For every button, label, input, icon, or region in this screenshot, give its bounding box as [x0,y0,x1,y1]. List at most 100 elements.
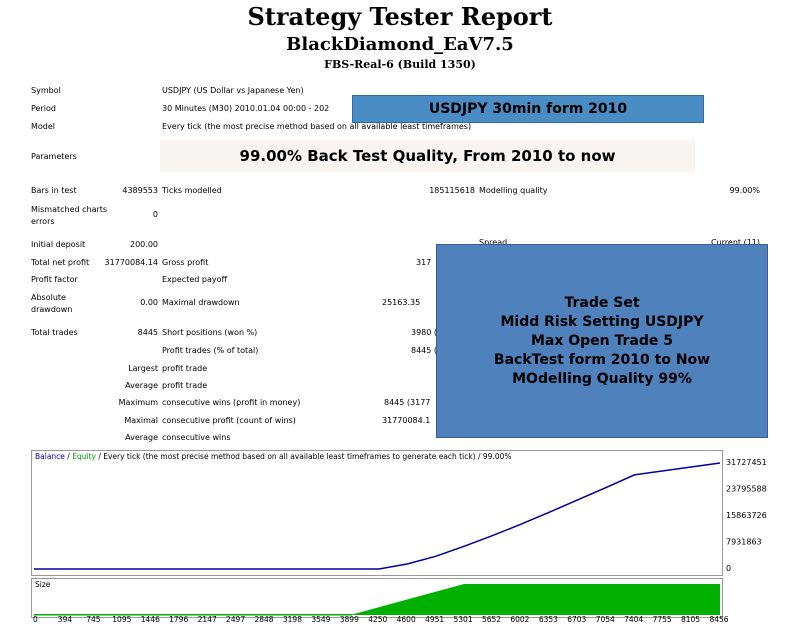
symbol-label: Symbol [31,86,61,95]
balance-chart: Balance / Equity / Every tick (the most … [31,450,723,576]
maximum-value: 8445 (3177 [384,398,431,407]
average2-label: Average [125,433,158,442]
trade-set-line-3: Max Open Trade 5 [530,332,674,349]
series-line-balance [34,462,721,570]
spread-label: Spread [479,238,508,247]
x-axis-labels: 0 394 745 1095 1446 1796 2147 2497 2848 3198 3549 3… [33,615,729,623]
period-value: 30 Minutes (M30) 2010.01.04 00:00 - 202 [162,104,330,113]
maximal-drawdown-label: Maximal drawdown [162,298,240,307]
total-trades-value: 8445 [137,328,158,337]
report-title: Strategy Tester Report [247,2,553,31]
x-tick-label: 8105 [681,615,700,623]
symbol-value: USDJPY (US Dollar vs Japanese Yen) [162,86,304,95]
short-positions-label: Short positions (won %) [162,328,258,337]
ea-name: BlackDiamond_EaV7.5 [286,34,514,55]
y-tick-label: 0 [726,564,731,573]
ticks-value: 185115618 [429,186,475,195]
trade-set-line-4: BackTest form 2010 to Now [493,351,711,368]
balance-plot [34,462,721,570]
gross-profit-label: Gross profit [162,258,209,267]
x-tick-label: 1796 [169,615,188,623]
y-tick-label: 15863726 [726,511,767,520]
maximal-sub-label: consecutive profit (count of wins) [162,416,296,425]
x-tick-label: 1446 [141,615,160,623]
x-tick-label: 3198 [283,615,302,623]
size-chart: Size [31,578,723,618]
maximal-value: 31770084.1 [382,416,431,425]
bars-label: Bars in test [31,186,77,195]
modelling-quality-label: Modelling quality [479,186,548,195]
period-banner: USDJPY 30min form 2010 [352,95,704,123]
x-tick-label: 3549 [311,615,330,623]
spread-value: Current (11) [710,238,760,247]
profit-trades-value: 8445 (1 [411,346,443,355]
trade-set-box: Trade Set Midd Risk Setting USDJPY Max O… [436,244,768,438]
x-tick-label: 2848 [254,615,273,623]
size-plot [34,584,720,616]
deposit-value: 200.00 [130,240,158,249]
x-tick-label: 7755 [653,615,672,623]
parameters-label: Parameters [31,152,77,161]
short-positions-value: 3980 (1 [411,328,443,337]
y-tick-label: 7931863 [726,538,762,547]
y-tick-label: 23795588 [726,485,767,494]
model-value: Every tick (the most precise method base… [162,122,472,131]
x-tick-label: 4600 [397,615,416,623]
x-tick-label: 2497 [226,615,245,623]
size-label: Size [35,580,51,589]
largest-sub-label: profit trade [162,364,208,373]
maximum-sub-label: consecutive wins (profit in money) [162,398,301,407]
x-tick-label: 4250 [368,615,387,623]
mismatch-label: Mismatched charts errors [31,205,108,226]
y-axis-labels: 31727451 23795588 15863726 7931863 0 [726,458,767,573]
model-label: Model [31,122,56,131]
size-baseline [34,614,353,616]
x-tick-label: 394 [58,615,73,623]
x-tick-label: 2147 [198,615,217,623]
period-label: Period [31,104,56,113]
average-label: Average [125,381,158,390]
x-tick-label: 1095 [112,615,131,623]
legend-rest: / Every tick (the most precise method ba… [95,452,512,461]
profit-factor-label: Profit factor [31,275,78,284]
absolute-drawdown-value: 0.00 [140,298,158,307]
y-tick-label: 31727451 [726,458,767,467]
legend-sep: / [64,452,73,461]
x-tick-label: 5301 [454,615,473,623]
x-tick-label: 745 [86,615,101,623]
mismatch-value: 0 [152,210,158,219]
deposit-label: Initial deposit [31,240,86,249]
legend-balance: Balance [35,452,65,461]
chart-legend: Balance / Equity / Every tick (the most … [35,452,512,461]
x-tick-label: 4951 [425,615,444,623]
profit-trades-label: Profit trades (% of total) [162,346,259,355]
maximum-label: Maximum [118,398,158,407]
trade-set-line-2: Midd Risk Setting USDJPY [500,313,704,330]
series-line-equity [34,462,721,570]
trade-set-line-1: Trade Set [564,294,640,311]
size-bars [350,584,720,615]
net-profit-value: 31770084.14 [104,258,158,267]
absolute-drawdown-label: Absolute drawdown [31,293,73,314]
x-tick-label: 6703 [567,615,586,623]
x-tick-label: 7404 [624,615,643,623]
modelling-quality-value: 99.00% [729,186,760,195]
x-tick-label: 7054 [596,615,615,623]
ticks-label: Ticks modelled [162,186,222,195]
x-tick-label: 6002 [510,615,529,623]
largest-label: Largest [128,364,158,373]
net-profit-label: Total net profit [31,258,90,267]
x-tick-label: 3899 [340,615,359,623]
trade-set-line-5: MOdelling Quality 99% [512,370,692,387]
average2-sub-label: consecutive wins [162,433,231,442]
average-sub-label: profit trade [162,381,208,390]
bars-value: 4389553 [122,186,158,195]
maximal-label: Maximal [124,416,158,425]
parameters-banner: 99.00% Back Test Quality, From 2010 to n… [160,140,695,172]
maximal-drawdown-value: 25163.35 [382,298,421,307]
x-tick-label: 8456 [709,615,728,623]
legend-equity: Equity [72,452,96,461]
gross-profit-value: 317 [416,258,432,267]
server-build: FBS-Real-6 (Build 1350) [324,58,476,71]
expected-payoff-label: Expected payoff [162,275,227,284]
